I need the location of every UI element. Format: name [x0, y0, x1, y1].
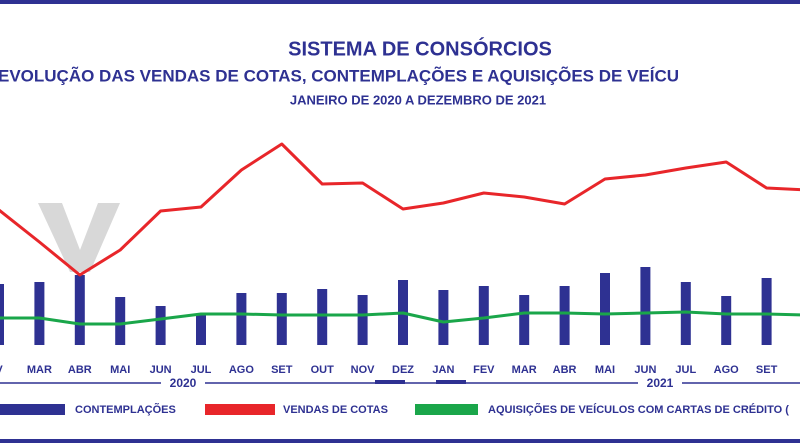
legend-label: CONTEMPLAÇÕES	[75, 403, 176, 416]
bar	[0, 284, 4, 345]
x-tick-label: JUL	[675, 364, 696, 376]
x-tick-label: JUL	[191, 364, 212, 376]
x-tick-label: AGO	[714, 364, 740, 376]
x-tick-label: OUT	[311, 364, 335, 376]
bar	[357, 295, 368, 345]
legend-label: VENDAS DE COTAS	[283, 404, 388, 416]
bottom-border	[0, 439, 800, 443]
x-tick-label: JUN	[634, 364, 656, 376]
x-tick-label: SET	[756, 364, 778, 376]
bar	[478, 286, 489, 345]
year-divider	[375, 380, 405, 384]
year-divider	[436, 380, 466, 384]
watermark	[38, 203, 120, 272]
bar	[721, 296, 732, 345]
x-tick-label: MAI	[110, 364, 130, 376]
bar	[155, 306, 166, 345]
bar	[559, 286, 570, 345]
bar	[236, 293, 247, 345]
year-label-bg	[638, 376, 682, 390]
chart-period: JANEIRO DE 2020 A DEZEMBRO DE 2021	[290, 92, 546, 107]
bar	[519, 295, 530, 345]
top-border	[0, 0, 800, 4]
year-label-bg	[161, 376, 205, 390]
x-tick-label: ABR	[68, 364, 92, 376]
bar	[600, 273, 610, 345]
legend-swatch	[205, 404, 275, 415]
legend-swatch	[415, 404, 478, 415]
legend-label: AQUISIÇÕES DE VEÍCULOS COM CARTAS DE CRÉ…	[488, 403, 789, 416]
bar	[438, 290, 449, 345]
x-tick-label: ABR	[553, 364, 577, 376]
bar	[74, 275, 85, 345]
chart-title: SISTEMA DE CONSÓRCIOS	[288, 36, 552, 60]
x-tick-label: FEV	[473, 364, 495, 376]
x-tick-label: AGO	[229, 364, 255, 376]
bar	[196, 314, 206, 345]
bar	[317, 289, 328, 345]
x-tick-label: MAR	[27, 364, 52, 376]
chart-subtitle: EVOLUÇÃO DAS VENDAS DE COTAS, CONTEMPLAÇ…	[0, 65, 679, 85]
year-label: 2021	[647, 376, 674, 390]
x-tick-label: V	[0, 364, 3, 376]
bar	[761, 278, 772, 345]
line	[0, 310, 800, 326]
bar	[34, 282, 45, 345]
x-tick-label: NOV	[351, 364, 376, 376]
x-tick-label: JUN	[150, 364, 172, 376]
x-tick-label: DEZ	[392, 364, 414, 376]
x-tick-label: SET	[271, 364, 293, 376]
year-label: 2020	[170, 376, 197, 390]
line	[0, 142, 800, 277]
bar	[640, 267, 651, 345]
bar	[115, 297, 126, 345]
legend-swatch	[0, 404, 65, 415]
x-tick-label: MAI	[595, 364, 615, 376]
x-tick-label: MAR	[512, 364, 537, 376]
x-tick-label: JAN	[432, 364, 454, 376]
bar	[276, 293, 287, 345]
